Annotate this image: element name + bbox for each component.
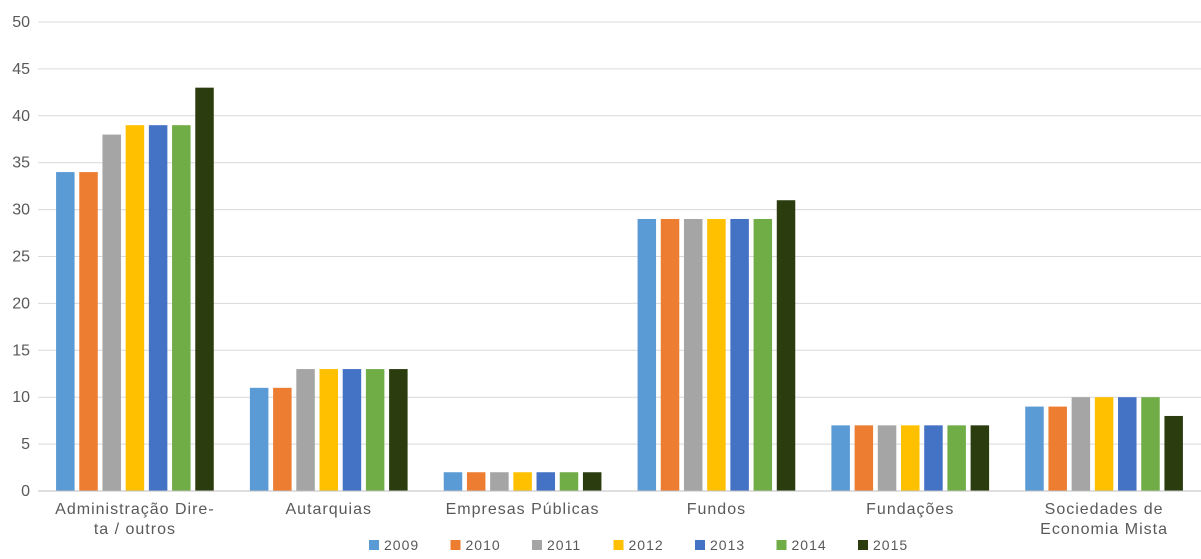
bars (56, 87, 1183, 492)
bar (1025, 406, 1044, 491)
bar (195, 87, 214, 491)
x-axis: Administração Dire-ta / outros Autarquias… (38, 490, 1201, 538)
bar (365, 369, 385, 491)
y-tick-label: 45 (12, 61, 30, 78)
legend-swatch (613, 540, 624, 550)
bar (831, 425, 850, 491)
legend-swatch (776, 540, 787, 550)
bar (970, 425, 990, 491)
bar (319, 369, 338, 491)
x-tick-label-line: Fundos (687, 501, 746, 518)
bar (389, 369, 408, 491)
legend-label: 2013 (710, 537, 745, 553)
bar (1118, 397, 1137, 491)
bar (296, 369, 315, 491)
x-tick-label-line: Empresas Públicas (446, 501, 600, 518)
bar (56, 172, 75, 491)
legend: 2009 2010 2011 2012 2013 2014 2015 (369, 537, 908, 553)
bar (490, 472, 509, 491)
legend-label: 2015 (873, 537, 908, 553)
legend-swatch (532, 540, 542, 550)
x-tick-label: Fundos (687, 501, 746, 518)
y-tick-label: 35 (12, 155, 30, 172)
bar (1164, 415, 1183, 491)
bar (707, 218, 726, 492)
y-tick-label: 30 (12, 202, 30, 219)
bar (877, 425, 897, 491)
y-tick-label: 0 (21, 483, 30, 500)
bar (1071, 397, 1091, 491)
bar (79, 172, 98, 491)
y-tick-label: 15 (12, 342, 30, 359)
legend-label: 2010 (466, 537, 501, 553)
y-tick-label: 20 (12, 295, 30, 312)
x-tick-label-line: Sociedades de (1045, 501, 1164, 518)
legend-label: 2011 (547, 537, 581, 553)
x-tick-label: Sociedades de Economia Mista (1040, 501, 1168, 538)
bar (273, 387, 292, 491)
legend-label: 2012 (629, 537, 664, 553)
bar (753, 218, 773, 492)
bar (660, 218, 680, 492)
gridlines (38, 21, 1201, 492)
bar (342, 369, 362, 491)
x-tick-label: Fundações (866, 501, 954, 518)
x-tick-label-line: Economia Mista (1040, 521, 1168, 538)
x-tick-label-line: Administração Dire- (55, 501, 214, 518)
bar (513, 472, 532, 491)
bar (466, 472, 486, 491)
bar (637, 218, 657, 492)
y-tick-label: 5 (21, 436, 30, 453)
legend-swatch (695, 540, 705, 550)
bar (148, 125, 168, 492)
legend-swatch (369, 540, 379, 550)
bar (443, 472, 463, 491)
legend-label: 2014 (792, 537, 827, 553)
bar (536, 472, 556, 491)
bar (901, 425, 920, 491)
bar (776, 200, 796, 491)
bar (854, 425, 874, 491)
bar (559, 472, 579, 491)
bar (947, 425, 966, 491)
y-tick-label: 50 (12, 14, 30, 31)
bar (102, 134, 121, 491)
y-tick-label: 25 (12, 249, 30, 266)
legend-label: 2009 (384, 537, 419, 553)
x-tick-label-line: Fundações (866, 501, 954, 518)
y-tick-label: 40 (12, 108, 30, 125)
bar (730, 218, 749, 492)
x-tick-label: Empresas Públicas (446, 501, 600, 518)
legend-swatch (858, 540, 868, 550)
bar (1048, 406, 1067, 491)
y-tick-label: 10 (12, 389, 30, 406)
legend-swatch (450, 540, 461, 550)
bar (924, 425, 943, 491)
bar (172, 125, 191, 492)
y-axis: 0 5 10 15 20 25 30 35 40 45 50 (12, 14, 30, 500)
bar (1094, 397, 1114, 491)
bar (125, 125, 145, 492)
x-tick-label-line: Autarquias (286, 501, 373, 518)
bar (1141, 397, 1160, 491)
x-tick-label: Administração Dire-ta / outros (55, 501, 214, 538)
bar (683, 218, 703, 492)
bar (249, 387, 269, 491)
x-tick-label: Autarquias (286, 501, 373, 518)
bar (582, 472, 602, 491)
x-tick-label-line: ta / outros (94, 521, 176, 538)
